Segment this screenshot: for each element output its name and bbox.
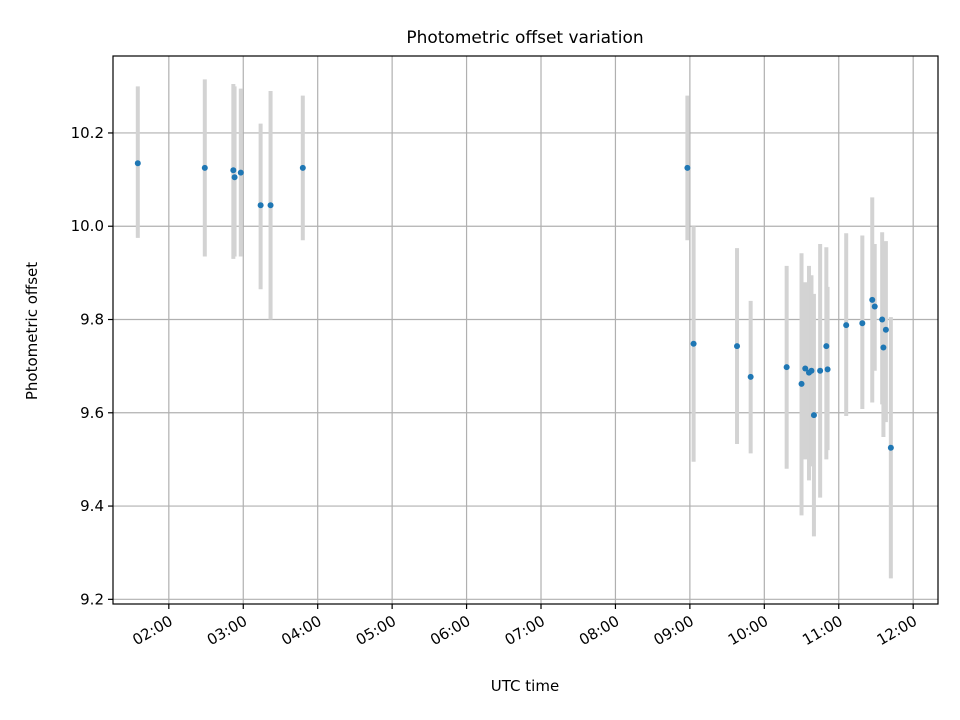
data-point — [810, 412, 817, 419]
data-point — [230, 167, 237, 174]
x-tick-label: 03:00 — [204, 612, 250, 649]
x-tick-label: 12:00 — [874, 612, 920, 649]
data-point — [802, 365, 809, 372]
y-tick-label: 9.2 — [80, 590, 104, 608]
data-points — [134, 160, 894, 451]
data-point — [134, 160, 141, 167]
data-point — [747, 373, 754, 380]
plot-area-frame — [112, 55, 939, 605]
x-tick-label: 06:00 — [427, 612, 473, 649]
x-tick-label: 07:00 — [502, 612, 548, 649]
chart-title: Photometric offset variation — [406, 28, 643, 48]
data-point — [859, 320, 866, 327]
y-tick-label: 9.6 — [80, 404, 104, 422]
data-point — [824, 366, 831, 373]
y-axis-label: Photometric offset — [23, 262, 41, 400]
y-tick-label: 9.4 — [80, 497, 104, 515]
data-point — [808, 367, 815, 374]
data-point — [299, 164, 306, 171]
x-tick-label: 10:00 — [725, 612, 771, 649]
data-point — [887, 444, 894, 451]
data-point — [879, 316, 886, 323]
data-point — [843, 322, 850, 329]
x-tick-label: 02:00 — [129, 612, 175, 649]
x-axis-ticks: 02:00 03:00 04:00 05:00 06:00 07:00 08:00 09:00… — [129, 604, 920, 649]
x-tick-label: 04:00 — [278, 612, 324, 649]
data-point — [237, 169, 244, 176]
error-bars — [135, 79, 893, 579]
x-tick-label: 11:00 — [799, 612, 845, 649]
data-point — [871, 303, 878, 310]
x-tick-label: 08:00 — [576, 612, 622, 649]
x-tick-label: 05:00 — [353, 612, 399, 649]
x-axis-label: UTC time — [491, 677, 559, 695]
data-point — [201, 164, 208, 171]
y-axis-ticks: 9.2 9.4 9.6 9.8 10.0 10.2 — [71, 124, 113, 608]
data-point — [869, 296, 876, 303]
data-point — [734, 343, 741, 350]
data-point — [231, 174, 238, 181]
data-point — [690, 340, 697, 347]
data-point — [798, 380, 805, 387]
y-tick-label: 10.0 — [71, 217, 104, 235]
data-point — [267, 202, 274, 209]
data-point — [783, 364, 790, 371]
data-point — [257, 202, 264, 209]
data-point — [684, 164, 691, 171]
data-point — [817, 367, 824, 374]
data-point — [880, 344, 887, 351]
y-tick-label: 9.8 — [80, 311, 104, 329]
y-tick-label: 10.2 — [71, 124, 104, 142]
data-point — [882, 326, 889, 333]
data-point — [823, 343, 830, 350]
x-tick-label: 09:00 — [650, 612, 696, 649]
